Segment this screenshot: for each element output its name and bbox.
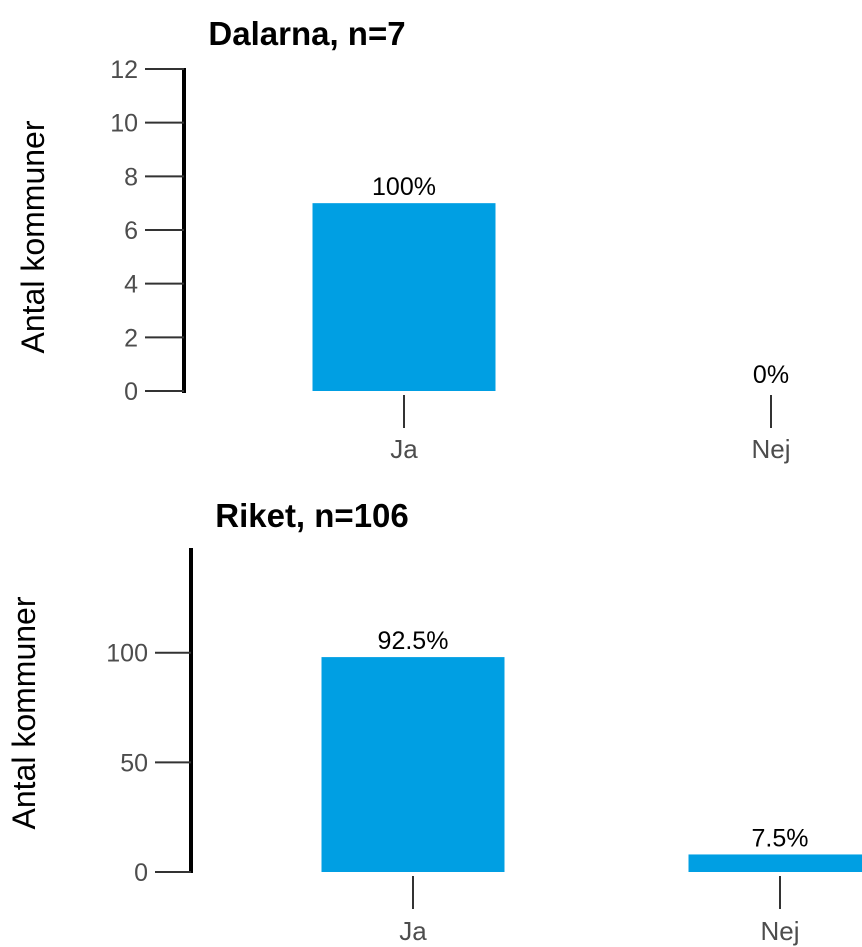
chart2-title: Riket, n=106 [215, 497, 409, 534]
chart1-data-label-ja: 100% [372, 173, 436, 201]
chart2-y-tick-label: 100 [106, 640, 148, 668]
chart1-data-label-nej: 0% [753, 361, 789, 389]
chart1-y-tick-label: 2 [124, 324, 138, 352]
chart1-y-axis-label: Antal kommuner [15, 120, 51, 353]
chart2-bar-ja [321, 657, 505, 872]
chart1-y-tick-label: 12 [110, 56, 138, 84]
chart1-y-tick-label: 0 [124, 378, 138, 406]
chart1-y-tick-label: 6 [124, 217, 138, 245]
chart1-title: Dalarna, n=7 [208, 15, 405, 52]
chart1-x-tick-label-ja: Ja [390, 434, 418, 464]
chart1-x-tick-label-nej: Nej [751, 434, 790, 464]
chart2-y-axis-label: Antal kommuner [6, 596, 42, 829]
chart2-x-tick-label-nej: Nej [760, 916, 799, 946]
chart2-bar-nej [688, 854, 862, 872]
chart2-y-tick-label: 0 [134, 859, 148, 887]
chart2-x-tick-label-ja: Ja [399, 916, 427, 946]
chart1-y-tick-label: 4 [124, 271, 138, 299]
chart2-data-label-nej: 7.5% [752, 824, 809, 852]
chart1-y-tick-label: 10 [110, 110, 138, 138]
chart2-data-label-ja: 92.5% [378, 627, 449, 655]
chart2-y-tick-label: 50 [120, 749, 148, 777]
chart1-bar-ja [312, 203, 496, 391]
chart1-y-tick-label: 8 [124, 163, 138, 191]
